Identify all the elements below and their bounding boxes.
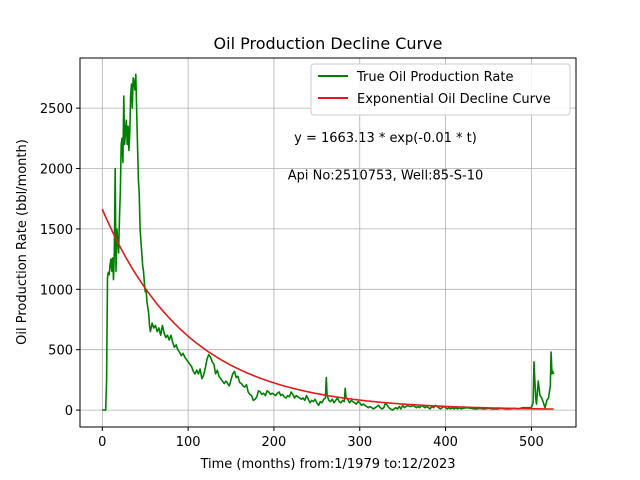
- x-axis-label: Time (months) from:1/1979 to:12/2023: [199, 457, 455, 472]
- tick-layer: 0 100 200 300 400 500 0 500 1000 1500 2000 2500: [40, 102, 544, 450]
- chart-annotation: Api No:2510753, Well:85-S-10: [288, 169, 484, 184]
- x-tick-label: 200: [262, 435, 287, 450]
- series-line-exponential-decline: [101, 208, 554, 410]
- x-tick-label: 300: [347, 435, 372, 450]
- y-tick-label: 1000: [40, 283, 73, 298]
- annotation-layer: y = 1663.13 * exp(-0.01 * t) Api No:25107…: [288, 131, 484, 183]
- x-tick-label: 100: [176, 435, 201, 450]
- legend: True Oil Production Rate Exponential Oil…: [310, 63, 571, 116]
- legend-label-true-oil: True Oil Production Rate: [356, 70, 513, 85]
- x-tick-label: 0: [98, 435, 106, 450]
- y-tick-label: 500: [48, 344, 73, 359]
- x-tick-label: 400: [433, 435, 458, 450]
- grid-layer: [80, 58, 576, 427]
- y-tick-label: 2000: [40, 163, 73, 178]
- chart-title: Oil Production Decline Curve: [214, 34, 443, 53]
- y-axis-label: Oil Production Rate (bbl/month): [15, 139, 30, 345]
- chart-annotation: y = 1663.13 * exp(-0.01 * t): [294, 131, 477, 146]
- legend-label-exponential: Exponential Oil Decline Curve: [357, 92, 551, 107]
- series-layer: [101, 73, 555, 411]
- legend-box: [310, 63, 571, 116]
- y-tick-label: 0: [65, 404, 73, 419]
- plot-frame: [79, 57, 577, 428]
- y-tick-label: 1500: [40, 223, 73, 238]
- series-line-true-oil-production: [102, 73, 555, 411]
- y-tick-label: 2500: [40, 102, 73, 117]
- x-tick-label: 500: [519, 435, 544, 450]
